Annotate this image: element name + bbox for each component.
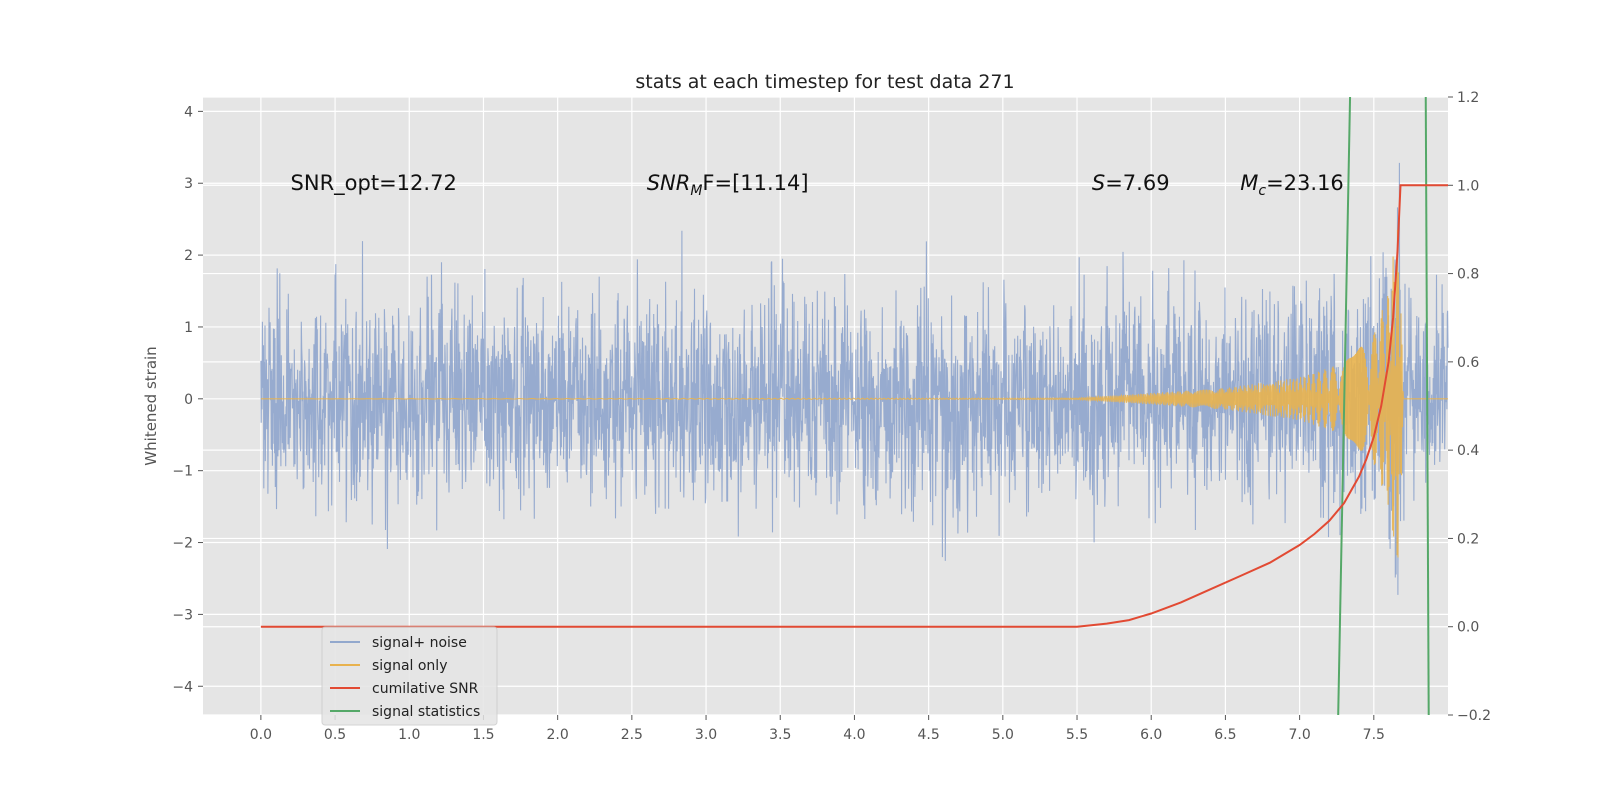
annotation-1: SNRMF=[11.14] <box>647 171 809 199</box>
annotations: SNR_opt=12.72 SNRMF=[11.14] S=7.69 Mc=23.16 <box>291 171 1344 199</box>
chart-title: stats at each timestep for test data 271 <box>635 71 1014 93</box>
series-signal-only <box>260 229 1448 558</box>
annotation-0: SNR_opt=12.72 <box>291 171 457 196</box>
x-tick-label-10: 5.0 <box>992 727 1014 743</box>
series-signal-noise <box>260 162 1449 595</box>
y2-tick-label-5: 0.8 <box>1457 267 1479 283</box>
x-tick-label-14: 7.0 <box>1288 727 1310 743</box>
y-axis-label: Whitened strain <box>142 346 160 465</box>
legend-label-0: signal+ noise <box>372 635 467 651</box>
x-tick-label-7: 3.5 <box>769 727 791 743</box>
x-tick-label-9: 4.5 <box>917 727 939 743</box>
legend-box <box>321 626 498 726</box>
x-tick-label-5: 2.5 <box>621 727 643 743</box>
x-tick-label-1: 0.5 <box>324 727 346 743</box>
y-tick-label-3: −1 <box>172 464 193 480</box>
legend-label-3: signal statistics <box>372 704 480 720</box>
y2-tick-label-1: 0.0 <box>1457 620 1479 636</box>
x-tick-label-2: 1.0 <box>398 727 420 743</box>
x-tick-label-13: 6.5 <box>1214 727 1236 743</box>
x-tick-label-15: 7.5 <box>1363 727 1385 743</box>
y-tick-label-5: 1 <box>184 320 193 336</box>
y-tick-label-8: 4 <box>184 104 193 120</box>
x-tick-label-4: 2.0 <box>547 727 569 743</box>
series-cumulative-snr <box>260 184 1448 628</box>
y-tick-label-4: 0 <box>184 392 193 408</box>
y2-tick-label-7: 1.2 <box>1457 90 1479 106</box>
x-tick-label-11: 5.5 <box>1066 727 1088 743</box>
y-axis-ticks: −4 −3 −2 −1 0 1 2 3 4 <box>172 104 203 695</box>
y2-axis-ticks: −0.2 0.0 0.2 0.4 0.6 0.8 1.0 1.2 <box>1448 90 1491 724</box>
signal-noise-line <box>260 162 1449 595</box>
y2-tick-label-4: 0.6 <box>1457 355 1479 371</box>
y-tick-label-0: −4 <box>172 679 193 695</box>
signal-only-line <box>260 229 1448 558</box>
y-tick-label-1: −3 <box>172 607 193 623</box>
y-tick-label-2: −2 <box>172 536 193 552</box>
signal-statistics-line-1 <box>1424 96 1430 716</box>
y2-tick-label-6: 1.0 <box>1457 178 1479 194</box>
x-tick-label-12: 6.0 <box>1140 727 1162 743</box>
annotation-3: Mc=23.16 <box>1240 171 1344 199</box>
cumulative-snr-line <box>260 184 1448 628</box>
x-tick-label-6: 3.0 <box>695 727 717 743</box>
x-tick-label-8: 4.0 <box>843 727 865 743</box>
legend: signal+ noise signal only cumilative SNR si… <box>321 626 498 726</box>
x-axis-ticks: 0.0 0.5 1.0 1.5 2.0 2.5 3.0 3.5 4.0 4.5 5.0 5.5 6.0 6… <box>250 715 1385 743</box>
x-tick-label-3: 1.5 <box>472 727 494 743</box>
y-tick-label-7: 3 <box>184 176 193 192</box>
y2-tick-label-2: 0.2 <box>1457 531 1479 547</box>
annotation-2: S=7.69 <box>1092 171 1170 195</box>
legend-label-2: cumilative SNR <box>372 681 479 697</box>
y2-tick-label-0: −0.2 <box>1457 708 1491 724</box>
y2-tick-label-3: 0.4 <box>1457 443 1479 459</box>
x-tick-label-0: 0.0 <box>250 727 272 743</box>
legend-label-1: signal only <box>372 658 447 674</box>
signal-statistics-line-0 <box>1337 96 1352 716</box>
series-signal-statistics <box>1337 96 1430 716</box>
y-tick-label-6: 2 <box>184 248 193 264</box>
